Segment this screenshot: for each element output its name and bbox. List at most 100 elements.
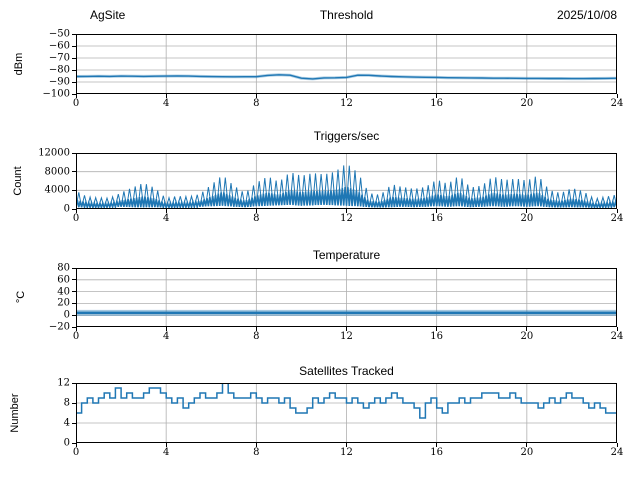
y-tick-label: −60: [48, 40, 70, 52]
y-tick-label: 12: [57, 377, 70, 389]
y-axis-label-count: Count: [12, 166, 24, 196]
y-tick-label: −100: [42, 88, 70, 100]
y-tick-label: 40: [57, 286, 70, 298]
x-tick-label: 20: [520, 447, 534, 458]
y-tick-mark: [72, 267, 76, 269]
y-tick-label: 0: [63, 437, 70, 449]
x-tick-label: 12: [340, 447, 353, 458]
y-tick-label: −20: [48, 321, 70, 333]
x-tick-label: 0: [72, 331, 80, 342]
x-tick-mark: [165, 443, 167, 447]
y-tick-mark: [72, 33, 76, 35]
x-tick-mark: [526, 94, 528, 98]
x-tick-mark: [346, 443, 347, 447]
x-tick-label: 16: [430, 98, 444, 109]
x-tick-label: 16: [430, 331, 444, 342]
y-tick-label: 4000: [44, 184, 70, 196]
x-tick-mark: [255, 327, 257, 331]
y-tick-label: 60: [57, 274, 70, 286]
y-tick-mark: [72, 69, 76, 71]
panel-temperature: Temperature °C −20 0 20 40 60 80 0 4 8 12 16 20 24: [0, 240, 640, 360]
x-tick-mark: [436, 443, 438, 447]
panel-threshold-title-row: AgSite Threshold 2025/10/08: [0, 8, 640, 24]
x-tick-label: 12: [340, 331, 353, 342]
y-tick-mark: [72, 302, 76, 304]
y-axis-label-dbm: dBm: [13, 52, 25, 76]
y-tick-label: 0: [63, 203, 70, 215]
date-label: 2025/10/08: [556, 8, 617, 22]
x-tick-label: 24: [610, 98, 624, 109]
x-tick-mark: [346, 209, 347, 213]
y-tick-mark: [72, 208, 76, 210]
x-tick-mark: [165, 94, 167, 98]
y-tick-label: −70: [48, 52, 70, 64]
x-tick-label: 12: [340, 98, 353, 109]
y-tick-mark: [72, 402, 76, 404]
y-tick-label: 20: [57, 297, 70, 309]
x-tick-label: 20: [520, 98, 534, 109]
x-tick-mark: [75, 209, 77, 213]
panel-satellites-title-row: Satellites Tracked: [0, 364, 640, 380]
x-tick-label: 8: [253, 447, 260, 458]
x-tick-mark: [616, 94, 618, 98]
y-tick-label: 8: [63, 397, 70, 409]
x-tick-label: 8: [253, 98, 260, 109]
x-tick-label: 16: [430, 447, 444, 458]
x-tick-mark: [436, 94, 438, 98]
x-tick-mark: [436, 209, 438, 213]
panel-satellites: Satellites Tracked Number 0 4 8 12 0 4 8 12 16 20…: [0, 360, 640, 480]
y-tick-mark: [72, 189, 76, 191]
x-tick-mark: [255, 443, 257, 447]
x-tick-label: 4: [162, 98, 170, 109]
x-tick-mark: [255, 209, 257, 213]
x-tick-label: 4: [162, 331, 170, 342]
x-tick-label: 16: [430, 213, 444, 224]
plot-area-satellites-tracked: [76, 383, 617, 443]
x-tick-label: 8: [253, 331, 260, 342]
x-tick-mark: [526, 209, 528, 213]
y-tick-label: −50: [48, 28, 70, 40]
y-tick-label: −80: [48, 64, 70, 76]
y-tick-mark: [72, 326, 76, 328]
y-tick-mark: [72, 279, 76, 281]
x-tick-mark: [436, 327, 438, 331]
y-tick-label: 8000: [44, 166, 70, 178]
x-tick-mark: [75, 94, 77, 98]
panel-triggers-title-row: Triggers/sec: [0, 129, 640, 145]
x-tick-label: 4: [162, 447, 170, 458]
panel-temperature-title-row: Temperature: [0, 248, 640, 264]
panel-title-temperature: Temperature: [312, 248, 381, 262]
x-tick-label: 20: [520, 331, 534, 342]
x-tick-mark: [526, 327, 528, 331]
plot-area-temperature: [76, 268, 617, 327]
y-tick-label: 4: [63, 417, 70, 429]
plot-area-triggers-sec: [76, 153, 617, 209]
panel-title-threshold: Threshold: [319, 8, 374, 22]
panel-threshold: AgSite Threshold 2025/10/08 dBm −100 −90−…: [0, 0, 640, 120]
x-tick-mark: [346, 94, 347, 98]
x-tick-label: 0: [72, 98, 80, 109]
y-tick-mark: [72, 291, 76, 293]
x-tick-mark: [255, 94, 257, 98]
x-tick-label: 24: [610, 213, 624, 224]
y-tick-label: −90: [48, 76, 70, 88]
y-tick-mark: [72, 422, 76, 424]
x-tick-mark: [165, 209, 167, 213]
x-tick-label: 0: [72, 447, 80, 458]
x-tick-label: 0: [72, 213, 80, 224]
x-tick-mark: [165, 327, 167, 331]
y-tick-mark: [72, 382, 76, 384]
x-tick-mark: [616, 327, 618, 331]
panel-title-triggers: Triggers/sec: [313, 129, 380, 143]
x-tick-label: 8: [253, 213, 260, 224]
x-tick-mark: [75, 327, 77, 331]
panel-title-satellites: Satellites Tracked: [299, 364, 394, 378]
y-tick-mark: [72, 57, 76, 59]
x-tick-label: 4: [162, 213, 170, 224]
y-tick-label: 0: [63, 309, 70, 321]
x-tick-mark: [526, 443, 528, 447]
y-tick-mark: [72, 442, 76, 444]
y-tick-label: 80: [57, 262, 70, 274]
site-label: AgSite: [90, 8, 126, 22]
